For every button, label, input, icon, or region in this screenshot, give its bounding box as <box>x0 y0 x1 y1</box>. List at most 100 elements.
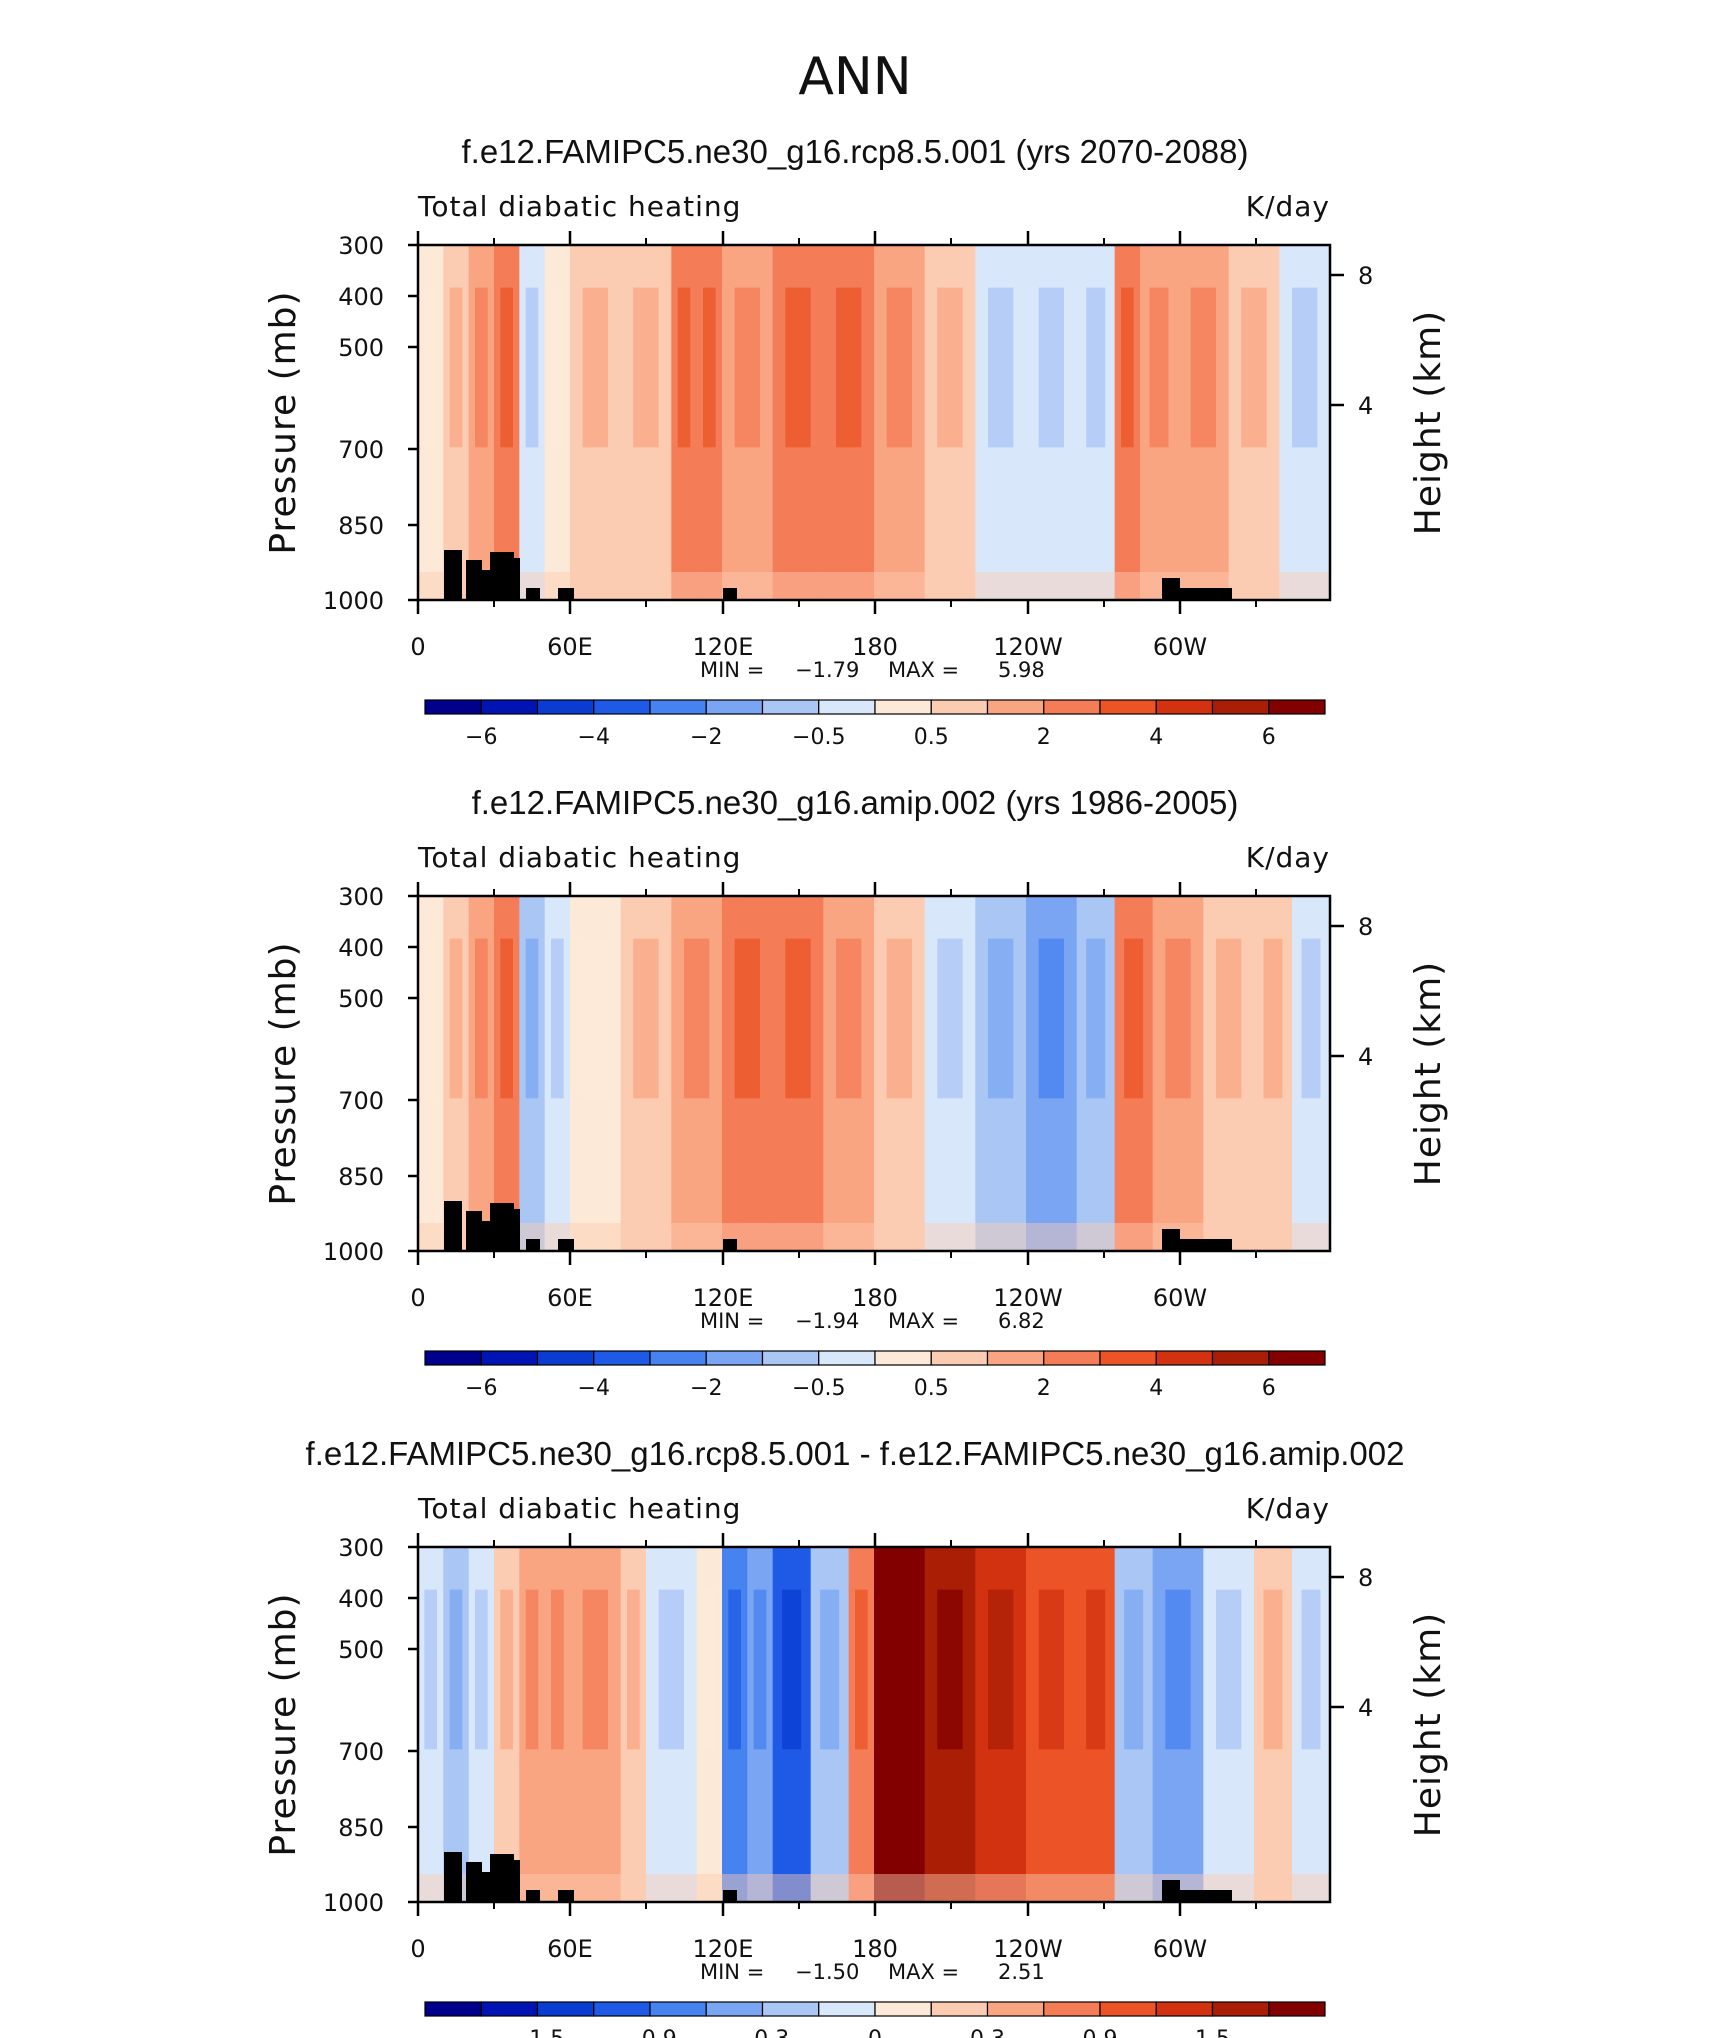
height-tick-label: 8 <box>1358 1564 1373 1592</box>
panel-title: f.e12.FAMIPC5.ne30_g16.rcp8.5.001 - f.e1… <box>306 1435 1405 1472</box>
contour-core <box>855 1589 868 1750</box>
contour-core <box>424 1589 437 1750</box>
pressure-tick-label: 500 <box>338 985 384 1013</box>
contour-core <box>582 287 608 448</box>
lon-tick-label: 120W <box>993 1935 1063 1963</box>
colorbar-swatch <box>480 2001 539 2017</box>
min-value: −1.79 <box>795 658 859 682</box>
topography <box>558 1890 574 1902</box>
contour-core <box>1038 1589 1064 1750</box>
y2-axis-title: Height (km) <box>1408 310 1449 535</box>
min-value: −1.94 <box>795 1309 859 1333</box>
colorbar-label: −0.9 <box>623 2027 676 2038</box>
colorbar-swatch <box>874 2001 932 2017</box>
colorbar-swatch <box>761 699 820 715</box>
contour-core <box>988 938 1014 1099</box>
figure-title: ANN <box>798 47 911 107</box>
lon-tick-label: 0 <box>410 633 425 661</box>
units-label: K/day <box>1246 190 1330 223</box>
height-tick-label: 8 <box>1358 262 1373 290</box>
contour-core <box>1086 287 1106 448</box>
pressure-tick-label: 700 <box>338 1087 384 1115</box>
topography <box>444 550 462 600</box>
units-label: K/day <box>1246 841 1330 874</box>
lon-tick-label: 60W <box>1153 1284 1207 1312</box>
pressure-tick-label: 500 <box>338 334 384 362</box>
contour-core <box>551 287 564 448</box>
contour-core <box>582 938 608 1099</box>
colorbar-label: 0.9 <box>1083 2027 1118 2038</box>
colorbar-swatch <box>1155 699 1214 715</box>
colorbar-swatch <box>705 1350 764 1366</box>
colorbar-swatch <box>536 1350 595 1366</box>
topography <box>526 1890 540 1902</box>
contour-core <box>1086 938 1106 1099</box>
max-value: 2.51 <box>998 1960 1045 1984</box>
contour-field <box>418 245 1330 600</box>
contour-core <box>703 1589 716 1750</box>
colorbar-swatch <box>593 2001 651 2017</box>
colorbar-label: −4 <box>578 725 610 750</box>
contour-core <box>424 938 437 1099</box>
contour-core <box>988 287 1014 448</box>
contour-core <box>937 287 963 448</box>
topography <box>526 588 540 600</box>
colorbar-swatch <box>536 699 595 715</box>
contour-core <box>1038 287 1064 448</box>
colorbar-swatch <box>649 2001 707 2017</box>
left-string: Total diabatic heating <box>417 190 741 223</box>
height-tick-label: 4 <box>1358 392 1373 420</box>
colorbar-label: 1.5 <box>1195 2027 1230 2038</box>
contour-core <box>1241 287 1267 448</box>
topography <box>1170 1890 1232 1902</box>
lon-tick-label: 120E <box>693 1284 754 1312</box>
colorbar-label: 0.3 <box>970 2027 1005 2038</box>
contour-core <box>551 1589 564 1750</box>
colorbar-label: 4 <box>1149 1376 1163 1401</box>
colorbar-label: 6 <box>1262 725 1276 750</box>
colorbar-swatch <box>761 1350 820 1366</box>
pressure-tick-label: 700 <box>338 436 384 464</box>
colorbar-swatch <box>1043 699 1101 715</box>
contour-core <box>1124 938 1144 1099</box>
colorbar-label: 0.5 <box>914 725 949 750</box>
contour-core <box>633 287 659 448</box>
colorbar-swatch <box>1211 1350 1270 1366</box>
y-axis-title: Pressure (mb) <box>263 941 304 1205</box>
topography <box>1170 588 1232 600</box>
contour-core <box>1149 287 1169 448</box>
topography <box>558 1239 574 1251</box>
panel-2: f.e12.FAMIPC5.ne30_g16.amip.002 (yrs 198… <box>263 784 1449 1401</box>
contour-core <box>525 287 539 448</box>
colorbar-swatch <box>480 1350 539 1366</box>
contour-core <box>551 938 564 1099</box>
contour-core <box>449 1589 463 1750</box>
contour-core <box>836 938 862 1099</box>
topography <box>466 1211 482 1251</box>
contour-core <box>525 1589 539 1750</box>
pressure-tick-label: 1000 <box>323 1238 384 1266</box>
colorbar-label: −0.5 <box>792 1376 845 1401</box>
contour-core <box>1301 1589 1321 1750</box>
colorbar-swatch <box>1099 1350 1157 1366</box>
contour-core <box>677 287 691 448</box>
colorbar-label: −6 <box>465 1376 497 1401</box>
contour-core <box>785 287 811 448</box>
lon-tick-label: 60W <box>1153 633 1207 661</box>
lon-tick-label: 120W <box>993 633 1063 661</box>
pressure-tick-label: 500 <box>338 1636 384 1664</box>
contour-core <box>500 938 513 1099</box>
contour-field <box>418 896 1330 1251</box>
colorbar-label: 2 <box>1037 725 1051 750</box>
colorbar-swatch <box>424 699 482 715</box>
y2-axis-title: Height (km) <box>1408 1612 1449 1837</box>
contour-core <box>1165 938 1191 1099</box>
contour-core <box>1216 938 1242 1099</box>
height-tick-label: 4 <box>1358 1043 1373 1071</box>
colorbar-label: −1.5 <box>511 2027 564 2038</box>
colorbar-label: −2 <box>690 725 722 750</box>
topography <box>1170 1239 1232 1251</box>
colorbar-label: −6 <box>465 725 497 750</box>
colorbar-swatch <box>593 1350 651 1366</box>
contour-core <box>684 938 710 1099</box>
